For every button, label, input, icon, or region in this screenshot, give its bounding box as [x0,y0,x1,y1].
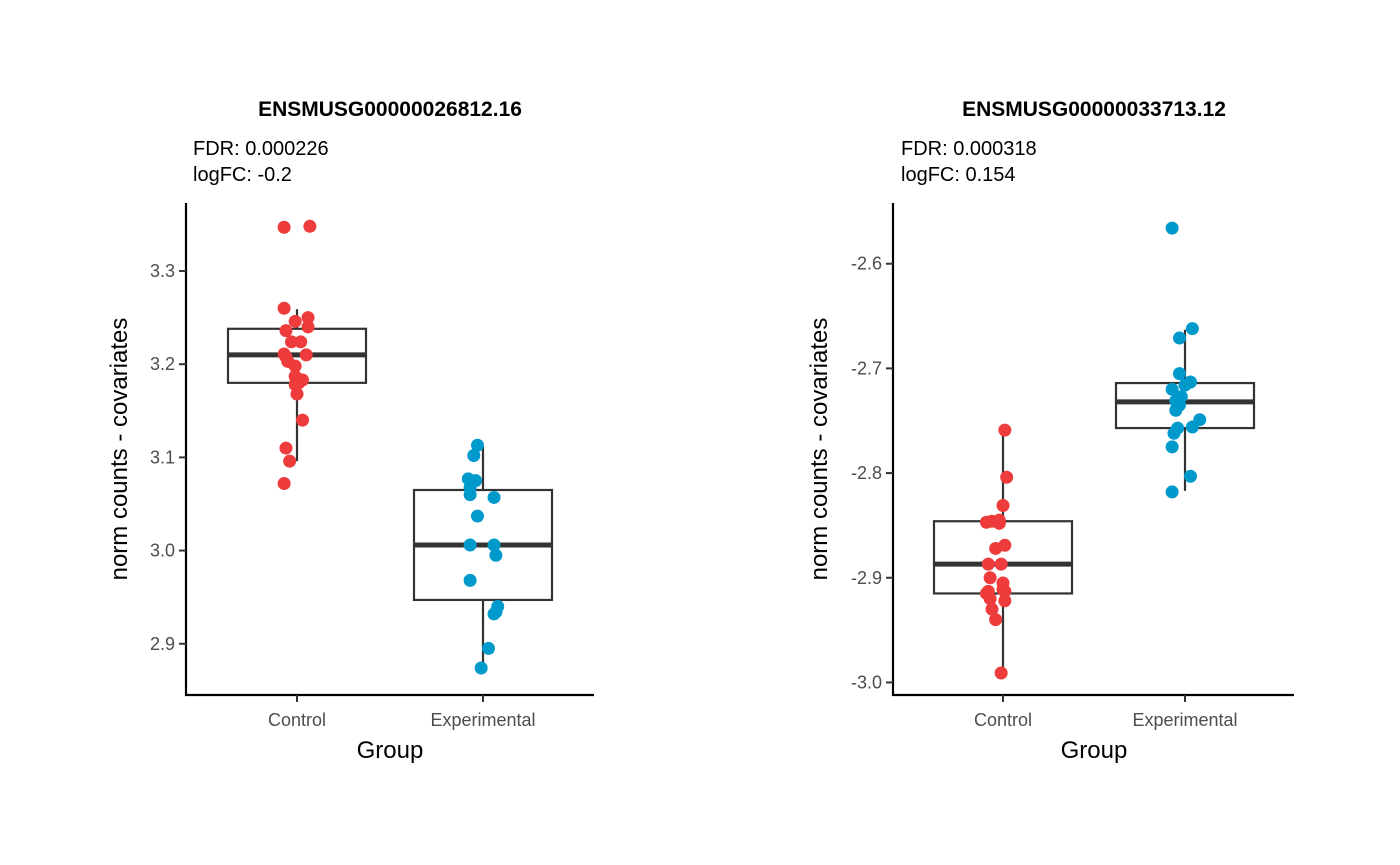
y-tick-label: -2.8 [851,463,882,483]
data-point-control [279,324,293,338]
y-tick-label: 3.0 [150,541,175,561]
data-point-experimental [1172,331,1186,345]
data-point-experimental [1169,403,1183,417]
y-tick-label: 2.9 [150,634,175,654]
data-point-control [296,413,310,427]
data-point-control [299,348,313,362]
data-point-experimental [487,538,501,552]
data-point-control [303,219,317,233]
x-tick-label: Experimental [430,710,535,730]
data-point-experimental [489,605,503,619]
y-tick-label: 3.2 [150,354,175,374]
data-point-experimental [470,509,484,523]
data-point-experimental [474,661,488,675]
data-point-control [283,454,297,468]
data-point-control [996,499,1010,513]
data-point-control [288,314,302,328]
data-point-experimental [1165,221,1179,235]
x-tick-label: Control [268,710,326,730]
data-point-control [998,423,1012,437]
data-point-control [279,441,293,455]
y-axis-title: norm counts - covariates [806,318,833,581]
data-point-experimental [1165,440,1179,454]
panel-subtitle-logfc: logFC: -0.2 [193,164,292,186]
panel-subtitle-fdr: FDR: 0.000318 [901,138,1037,160]
y-tick-label: 3.1 [150,447,175,467]
data-point-experimental [1165,485,1179,499]
data-point-control [290,387,304,401]
data-point-experimental [1172,367,1186,381]
data-point-control [994,666,1008,680]
data-point-experimental [470,438,484,452]
x-axis-title: Group [1061,737,1128,764]
data-point-control [998,584,1012,598]
y-tick-label: -3.0 [851,672,882,692]
y-axis-title: norm counts - covariates [106,318,133,581]
data-point-control [994,557,1008,571]
plot-area: 2.9 3.0 3.1 3.2 3.3 Control Experimental [150,203,594,730]
data-point-experimental [1178,378,1192,392]
panel-left: ENSMUSG00000026812.16 FDR: 0.000226 logF… [106,98,594,764]
data-point-control [998,594,1012,608]
data-point-control [288,359,302,373]
data-point-control [989,613,1003,627]
data-point-control [983,571,997,585]
y-tick-label: -2.9 [851,568,882,588]
data-point-control [985,602,999,616]
data-point-experimental [1167,426,1181,440]
y-tick-label: -2.6 [851,254,882,274]
data-point-experimental [463,488,477,502]
data-point-control [284,335,298,349]
panel-title: ENSMUSG00000033713.12 [962,98,1226,121]
data-point-control [301,320,315,334]
plot-area: -3.0 -2.9 -2.8 -2.7 -2.6 Control Experimental [851,203,1294,730]
data-point-control [301,311,315,325]
data-point-experimental [482,641,496,655]
data-point-experimental [1165,382,1179,396]
data-point-experimental [489,548,503,562]
data-point-control [294,335,308,349]
data-point-control [277,220,291,234]
panel-right: ENSMUSG00000033713.12 FDR: 0.000318 logF… [806,98,1294,764]
panel-subtitle-logfc: logFC: 0.154 [901,164,1016,186]
y-tick-label: 3.3 [150,261,175,281]
data-point-control [277,301,291,315]
data-point-experimental [1185,420,1199,434]
data-point-control [1000,470,1014,484]
data-point-control [989,541,1003,555]
data-point-experimental [1184,469,1198,483]
data-point-experimental [463,573,477,587]
data-point-experimental [487,490,501,504]
x-tick-label: Experimental [1132,710,1237,730]
panel-title: ENSMUSG00000026812.16 [258,98,522,121]
data-point-experimental [463,538,477,552]
data-point-control [983,592,997,606]
x-axis-title: Group [357,737,424,764]
data-point-control [981,557,995,571]
data-point-experimental [467,449,481,463]
y-tick-label: -2.7 [851,358,882,378]
data-point-control [992,513,1006,527]
x-tick-label: Control [974,710,1032,730]
data-point-control [277,476,291,490]
panel-subtitle-fdr: FDR: 0.000226 [193,138,329,160]
data-point-experimental [1185,322,1199,336]
